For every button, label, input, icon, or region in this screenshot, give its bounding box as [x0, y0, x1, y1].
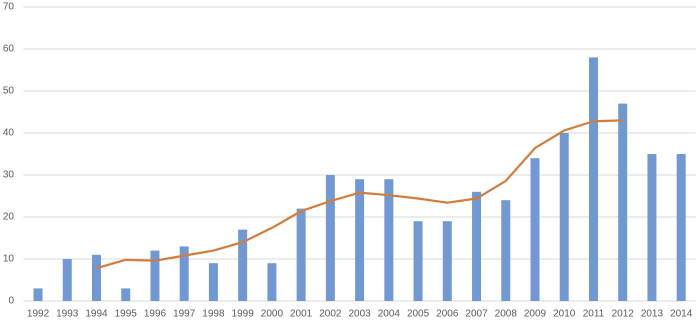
- x-tick-label: 2004: [378, 309, 401, 320]
- x-tick-label: 1998: [202, 309, 225, 320]
- x-tick-label: 2007: [465, 309, 488, 320]
- bar: [618, 103, 628, 301]
- x-tick-label: 2010: [553, 309, 576, 320]
- bar: [91, 254, 101, 301]
- x-tick-label: 1992: [27, 309, 50, 320]
- x-tick-label: 1993: [56, 309, 79, 320]
- trend-line: [96, 119, 623, 270]
- bar: [238, 229, 248, 301]
- bar: [676, 154, 686, 301]
- bar: [325, 175, 335, 301]
- x-tick-label: 1999: [232, 309, 255, 320]
- y-tick-label: 0: [8, 296, 14, 307]
- bar: [530, 158, 540, 301]
- bar: [296, 208, 306, 301]
- bar: [472, 191, 482, 301]
- x-tick-label: 2013: [641, 309, 664, 320]
- x-tick-label: 1997: [173, 309, 196, 320]
- bar: [559, 133, 569, 301]
- bar: [121, 288, 131, 301]
- y-tick-label: 30: [3, 170, 15, 181]
- bar: [442, 221, 452, 301]
- bar: [588, 57, 598, 302]
- x-tick-label: 1996: [144, 309, 167, 320]
- bar: [208, 263, 218, 301]
- y-tick-label: 20: [3, 212, 15, 223]
- bar: [384, 179, 394, 301]
- bar: [501, 200, 511, 301]
- x-tick-label: 2008: [495, 309, 518, 320]
- x-tick-label: 2011: [583, 309, 605, 320]
- x-tick-label: 2001: [290, 309, 313, 320]
- y-tick-label: 70: [3, 2, 15, 13]
- bar: [355, 179, 365, 301]
- x-tick-label: 1995: [115, 309, 138, 320]
- x-tick-label: 2014: [670, 309, 693, 320]
- bar: [62, 259, 72, 301]
- bar: [647, 154, 657, 301]
- bar: [179, 246, 189, 301]
- x-tick-label: 2000: [261, 309, 284, 320]
- x-tick-label: 2003: [348, 309, 371, 320]
- x-tick-label: 2002: [319, 309, 342, 320]
- x-tick-label: 2005: [407, 309, 430, 320]
- x-tick-label: 1994: [85, 309, 108, 320]
- bar: [413, 221, 423, 301]
- y-tick-label: 10: [3, 254, 15, 265]
- x-tick-label: 2006: [436, 309, 459, 320]
- y-tick-label: 50: [3, 86, 15, 97]
- x-tick-label: 2012: [612, 309, 635, 320]
- bar: [150, 250, 160, 301]
- bar: [33, 288, 43, 301]
- y-tick-label: 60: [3, 44, 15, 55]
- bar: [267, 263, 277, 301]
- x-tick-label: 2009: [524, 309, 547, 320]
- y-tick-label: 40: [3, 128, 15, 139]
